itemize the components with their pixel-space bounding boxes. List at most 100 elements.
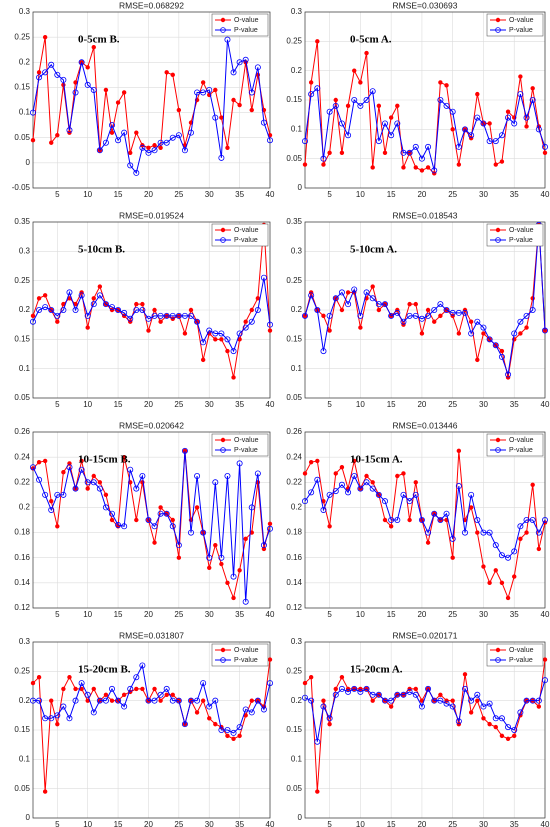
data-point: [225, 348, 230, 354]
data-point: [357, 688, 364, 695]
data-point: [413, 686, 418, 692]
data-point: [370, 165, 375, 170]
data-point: [518, 331, 523, 336]
data-point: [213, 542, 218, 548]
data-point: [406, 498, 413, 505]
data-point: [134, 517, 139, 523]
data-point: [462, 672, 468, 677]
x-tick-label: 20: [144, 190, 153, 199]
data-point: [339, 307, 345, 313]
data-point: [524, 124, 529, 129]
data-point: [55, 524, 60, 529]
data-point: [314, 306, 321, 313]
data-point: [418, 315, 425, 322]
data-point: [320, 506, 327, 513]
data-point: [492, 342, 499, 349]
data-point: [492, 715, 499, 722]
y-tick-label: 0.2: [291, 503, 303, 512]
data-point: [382, 150, 388, 155]
data-point: [206, 703, 213, 710]
data-point: [54, 312, 61, 319]
data-point: [321, 698, 326, 703]
data-point: [29, 697, 36, 704]
data-point: [115, 137, 122, 144]
x-tick-label: 10: [83, 400, 92, 409]
data-point: [455, 309, 462, 316]
data-point: [30, 680, 36, 686]
data-point: [158, 698, 163, 703]
data-point: [412, 691, 419, 698]
data-point: [219, 337, 224, 342]
data-point: [254, 697, 261, 704]
data-point: [388, 132, 395, 139]
data-point: [219, 561, 224, 567]
data-point: [505, 724, 512, 731]
x-tick-label: 40: [541, 820, 550, 827]
data-point: [418, 155, 425, 162]
data-point: [169, 697, 176, 704]
data-point: [60, 491, 67, 498]
data-point: [157, 510, 164, 517]
data-point: [133, 169, 140, 176]
data-point: [176, 555, 182, 560]
y-tick-label: 0.26: [286, 427, 302, 436]
data-point: [438, 313, 443, 319]
annotation: 0-5cm B.: [78, 34, 120, 46]
data-point: [30, 138, 36, 143]
legend-label: O-value: [234, 647, 259, 654]
data-point: [55, 319, 60, 324]
y-tick-label: 0.05: [286, 154, 302, 163]
data-point: [230, 348, 237, 355]
data-point: [375, 691, 382, 698]
data-point: [249, 307, 254, 313]
data-point: [326, 312, 333, 319]
x-tick-label: 5: [55, 400, 60, 409]
data-point: [332, 691, 339, 698]
data-point: [425, 529, 432, 536]
data-point: [90, 709, 97, 716]
legend-marker: [495, 237, 501, 243]
x-tick-label: 40: [541, 190, 550, 199]
data-point: [524, 325, 529, 330]
series-line: [32, 659, 271, 792]
data-point: [200, 80, 206, 85]
series-line: [32, 450, 271, 602]
data-point: [121, 309, 128, 316]
y-tick-label: 0.15: [14, 83, 30, 92]
data-point: [358, 325, 363, 330]
data-point: [54, 71, 61, 78]
data-point: [224, 336, 231, 343]
y-tick-label: 0.15: [286, 334, 302, 343]
data-point: [475, 530, 480, 535]
data-point: [36, 697, 43, 704]
data-point: [121, 703, 128, 710]
data-point: [212, 479, 219, 486]
plot-area: [305, 432, 545, 608]
data-point: [85, 325, 90, 330]
x-tick-label: 30: [479, 610, 488, 619]
y-tick-label: 0.1: [19, 364, 31, 373]
data-point: [542, 327, 549, 334]
y-tick-label: 0.1: [19, 754, 31, 763]
chart-title: RMSE=0.030693: [393, 0, 458, 10]
legend-marker: [220, 657, 226, 663]
x-tick-label: 40: [266, 400, 275, 409]
data-point: [121, 90, 127, 95]
data-point: [400, 318, 407, 325]
data-point: [194, 472, 201, 479]
data-point: [255, 296, 261, 301]
data-point: [230, 729, 237, 736]
data-point: [332, 102, 339, 109]
data-point: [163, 510, 170, 517]
data-point: [266, 680, 273, 687]
data-point: [326, 491, 333, 498]
data-point: [351, 685, 358, 692]
series-line: [304, 679, 546, 742]
data-point: [213, 721, 218, 727]
data-point: [431, 697, 438, 704]
data-point: [200, 529, 207, 536]
data-point: [498, 715, 505, 722]
data-point: [127, 466, 134, 473]
data-point: [450, 555, 455, 560]
data-point: [200, 89, 207, 96]
